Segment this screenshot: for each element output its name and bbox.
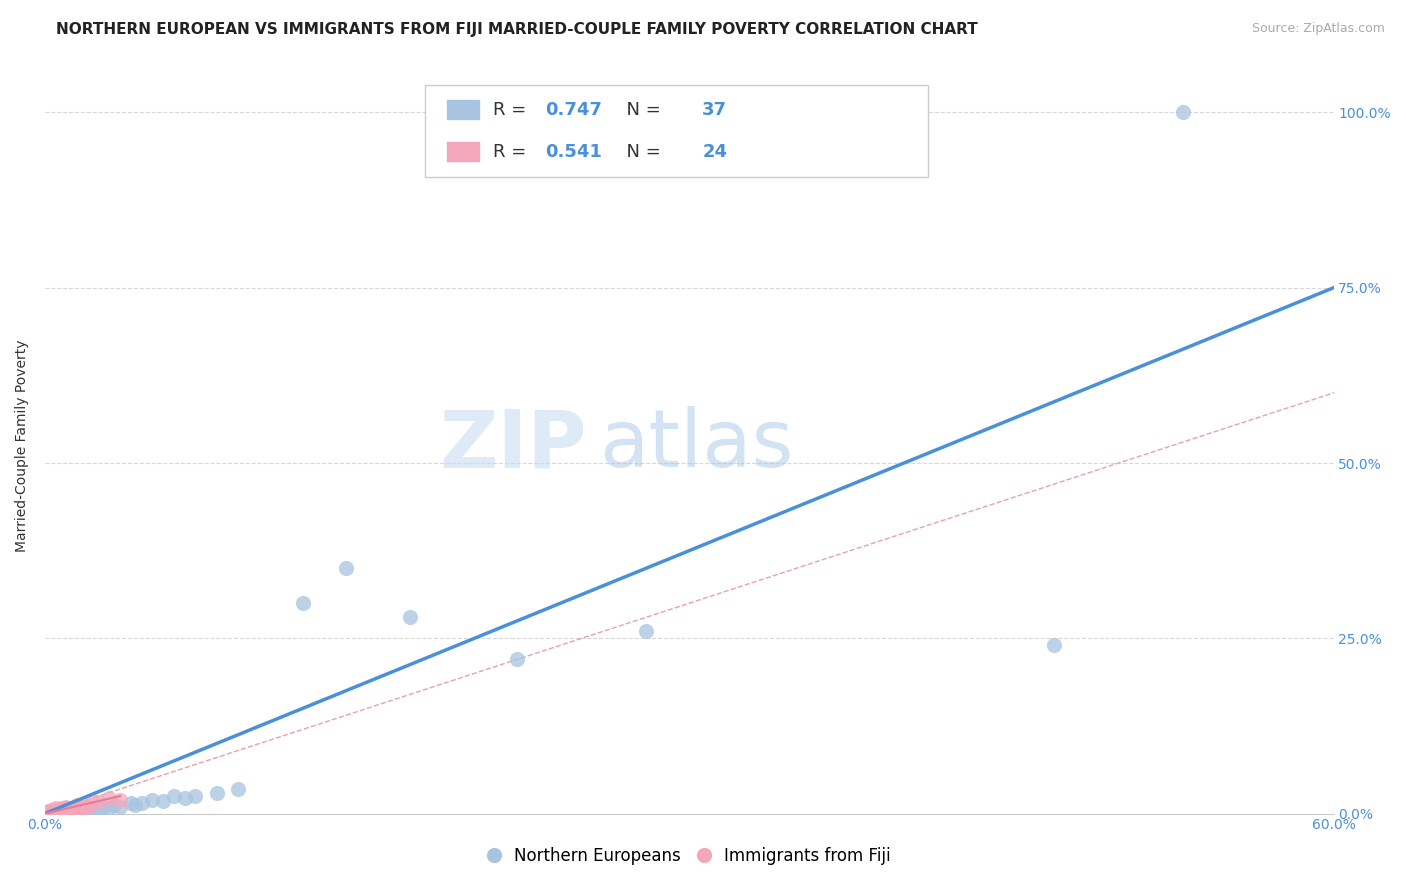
- Point: [98, 801, 121, 815]
- Point: [62, 802, 84, 816]
- Text: ZIP: ZIP: [439, 407, 586, 484]
- Point: [38, 805, 60, 819]
- Point: [42, 805, 65, 819]
- Point: [184, 789, 207, 803]
- Point: [335, 561, 357, 575]
- Text: 37: 37: [702, 101, 727, 119]
- Point: [87, 795, 110, 809]
- Point: [66, 803, 89, 817]
- Point: [62, 802, 84, 816]
- Point: [72, 802, 94, 816]
- Point: [226, 782, 249, 797]
- Point: [91, 799, 114, 814]
- Point: [87, 801, 110, 815]
- Point: [51, 805, 73, 819]
- FancyBboxPatch shape: [425, 85, 928, 177]
- Text: NORTHERN EUROPEAN VS IMMIGRANTS FROM FIJI MARRIED-COUPLE FAMILY POVERTY CORRELAT: NORTHERN EUROPEAN VS IMMIGRANTS FROM FIJ…: [56, 22, 979, 37]
- Point: [41, 805, 63, 819]
- Point: [55, 803, 77, 817]
- Point: [55, 803, 77, 817]
- Point: [49, 802, 72, 816]
- Point: [82, 794, 104, 808]
- Point: [55, 799, 77, 814]
- Point: [120, 796, 142, 810]
- Point: [70, 801, 93, 815]
- Point: [51, 801, 73, 815]
- Point: [70, 802, 93, 816]
- Text: N =: N =: [614, 143, 666, 161]
- Point: [163, 789, 186, 803]
- Point: [636, 624, 658, 639]
- Bar: [447, 143, 479, 161]
- Point: [45, 805, 67, 819]
- Point: [399, 610, 422, 624]
- Point: [98, 791, 121, 805]
- Legend: Northern Europeans, Immigrants from Fiji: Northern Europeans, Immigrants from Fiji: [481, 840, 897, 871]
- Point: [46, 805, 69, 819]
- Point: [51, 803, 73, 817]
- Point: [59, 803, 82, 817]
- Point: [45, 803, 67, 817]
- Point: [77, 799, 100, 814]
- Point: [124, 798, 146, 813]
- Text: atlas: atlas: [599, 407, 793, 484]
- Text: Source: ZipAtlas.com: Source: ZipAtlas.com: [1251, 22, 1385, 36]
- Point: [205, 785, 228, 799]
- Point: [173, 791, 195, 805]
- Text: N =: N =: [614, 101, 666, 119]
- Point: [72, 798, 94, 813]
- Point: [59, 801, 82, 815]
- Point: [103, 798, 125, 813]
- Text: 0.747: 0.747: [546, 101, 602, 119]
- Text: 24: 24: [702, 143, 727, 161]
- Bar: [447, 100, 479, 120]
- Point: [55, 801, 77, 815]
- Point: [49, 803, 72, 817]
- Point: [506, 652, 529, 666]
- Point: [66, 803, 89, 817]
- Point: [77, 803, 100, 817]
- Point: [1043, 638, 1066, 652]
- Y-axis label: Married-Couple Family Poverty: Married-Couple Family Poverty: [15, 339, 30, 552]
- Text: R =: R =: [494, 143, 533, 161]
- Text: R =: R =: [494, 101, 533, 119]
- Text: 0.541: 0.541: [546, 143, 602, 161]
- Point: [34, 805, 56, 819]
- Point: [1173, 105, 1195, 120]
- Point: [34, 806, 56, 821]
- Point: [66, 798, 89, 813]
- Point: [66, 801, 89, 815]
- Point: [141, 792, 163, 806]
- Point: [152, 794, 174, 808]
- Point: [41, 803, 63, 817]
- Point: [45, 801, 67, 815]
- Point: [34, 806, 56, 821]
- Point: [108, 792, 131, 806]
- Point: [108, 799, 131, 814]
- Point: [82, 802, 104, 816]
- Point: [131, 796, 153, 810]
- Point: [291, 596, 314, 610]
